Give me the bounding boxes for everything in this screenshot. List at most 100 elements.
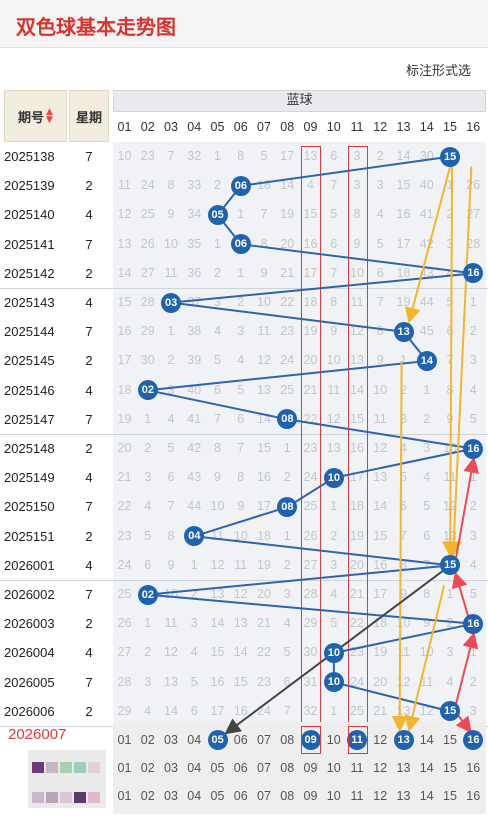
pick-number-02[interactable]: 02 [140, 733, 155, 747]
pick-number-05[interactable]: 05 [210, 789, 225, 803]
omission-cell: 23 [280, 324, 295, 339]
pick-number-12[interactable]: 12 [373, 789, 388, 803]
week-cell: 4 [85, 382, 93, 398]
omission-cell: 6 [167, 470, 175, 485]
pick-number-14[interactable]: 14 [419, 733, 434, 747]
pick-area [113, 722, 486, 814]
pick-number-03[interactable]: 03 [164, 761, 178, 775]
pick-number-12[interactable]: 12 [373, 761, 388, 775]
omission-cell: 16 [233, 703, 248, 718]
pick-number-15[interactable]: 15 [443, 761, 457, 775]
pick-number-02[interactable]: 02 [140, 761, 155, 775]
omission-cell: 3 [167, 382, 175, 397]
omission-cell: 2 [446, 616, 454, 631]
pick-number-12[interactable]: 12 [373, 733, 388, 747]
omission-cell: 12 [326, 411, 341, 426]
omission-cell: 21 [373, 703, 388, 718]
pick-number-14[interactable]: 14 [419, 761, 434, 775]
number-header-13: 13 [396, 120, 411, 134]
pick-number-10[interactable]: 10 [326, 761, 341, 775]
omission-cell: 21 [117, 470, 132, 485]
period-column-header[interactable]: 期号 ▲ ▼ [4, 90, 67, 142]
pick-number-04[interactable]: 04 [187, 733, 202, 747]
omission-cell: 4 [330, 587, 338, 601]
omission-cell: 21 [257, 616, 271, 631]
period-cell: 2026004 [4, 645, 55, 661]
pick-number-16[interactable]: 16 [466, 789, 481, 803]
period-cell: 2025147 [4, 411, 55, 427]
omission-cell: 13 [117, 236, 132, 251]
omission-cell: 9 [167, 557, 175, 572]
omission-cell: 1 [283, 528, 291, 543]
pick-number-06[interactable]: 06 [233, 733, 248, 747]
pick-number-09[interactable]: 09 [303, 789, 318, 803]
pick-number-08[interactable]: 08 [280, 789, 295, 803]
trend-grid [113, 142, 486, 722]
pick-number-06[interactable]: 06 [233, 761, 248, 775]
omission-cell: 43 [419, 265, 434, 280]
pick-number-13[interactable]: 13 [396, 789, 411, 803]
blur-swatch [46, 792, 58, 803]
pick-number-14[interactable]: 14 [419, 789, 434, 803]
omission-cell: 26 [140, 236, 155, 251]
pick-number-13[interactable]: 13 [396, 761, 411, 775]
omission-cell: 3 [469, 353, 477, 368]
pick-number-16[interactable]: 16 [466, 761, 481, 775]
pick-number-07[interactable]: 07 [257, 789, 271, 803]
pick-number-01[interactable]: 01 [117, 761, 132, 775]
pick-number-04[interactable]: 04 [187, 789, 202, 803]
week-cell: 4 [85, 207, 93, 223]
mark-style-selector[interactable]: 标注形式选 [406, 64, 472, 79]
pick-number-06[interactable]: 06 [233, 789, 248, 803]
highlight-column-11 [347, 146, 368, 754]
blue-ball: 10 [323, 467, 344, 488]
omission-cell: 10 [210, 499, 225, 514]
omission-cell: 17 [117, 353, 132, 368]
pick-number-11[interactable]: 11 [350, 789, 364, 803]
pick-number-07[interactable]: 07 [257, 733, 271, 747]
pick-number-02[interactable]: 02 [140, 789, 155, 803]
pick-number-09[interactable]: 09 [303, 761, 318, 775]
omission-cell: 5 [167, 441, 175, 455]
period-cell: 2025138 [4, 149, 55, 164]
pick-number-08[interactable]: 08 [280, 733, 295, 747]
omission-cell: 10 [164, 236, 178, 251]
pick-number-01[interactable]: 01 [117, 789, 132, 803]
bottom-strip [0, 816, 488, 831]
omission-cell: 3 [330, 557, 338, 572]
blur-swatch [46, 762, 58, 773]
week-column-header: 星期 [69, 90, 109, 142]
pick-number-15[interactable]: 15 [443, 789, 457, 803]
omission-cell: 12 [233, 587, 248, 601]
omission-cell: 41 [187, 411, 202, 426]
omission-cell: 4 [376, 207, 384, 222]
omission-cell: 18 [117, 382, 132, 397]
pick-number-01[interactable]: 01 [117, 733, 132, 747]
period-cell: 2025146 [4, 382, 55, 398]
week-cell: 4 [85, 557, 93, 573]
pick-number-04[interactable]: 04 [187, 761, 202, 775]
omission-cell: 24 [257, 703, 271, 718]
period-cell: 2026001 [4, 557, 55, 573]
pick-number-08[interactable]: 08 [280, 761, 295, 775]
omission-cell: 11 [397, 645, 410, 660]
pick-number-03[interactable]: 03 [164, 789, 178, 803]
sort-icon[interactable]: ▲ ▼ [46, 107, 53, 125]
blurred-decoration [28, 750, 106, 808]
week-cell: 7 [85, 236, 93, 252]
omission-cell: 44 [187, 499, 202, 514]
pick-number-10[interactable]: 10 [326, 789, 341, 803]
omission-cell: 44 [419, 295, 434, 309]
omission-cell: 3 [400, 411, 407, 426]
omission-cell: 2 [446, 207, 454, 222]
omission-cell: 4 [283, 616, 291, 631]
pick-number-15[interactable]: 15 [443, 733, 457, 747]
omission-cell: 15 [257, 441, 271, 455]
pick-number-05[interactable]: 05 [210, 761, 225, 775]
pick-number-03[interactable]: 03 [164, 733, 178, 747]
omission-cell: 24 [117, 557, 132, 572]
pick-number-10[interactable]: 10 [326, 733, 341, 747]
omission-cell: 1 [167, 324, 175, 339]
pick-number-07[interactable]: 07 [257, 761, 271, 775]
pick-number-11[interactable]: 11 [350, 761, 364, 775]
